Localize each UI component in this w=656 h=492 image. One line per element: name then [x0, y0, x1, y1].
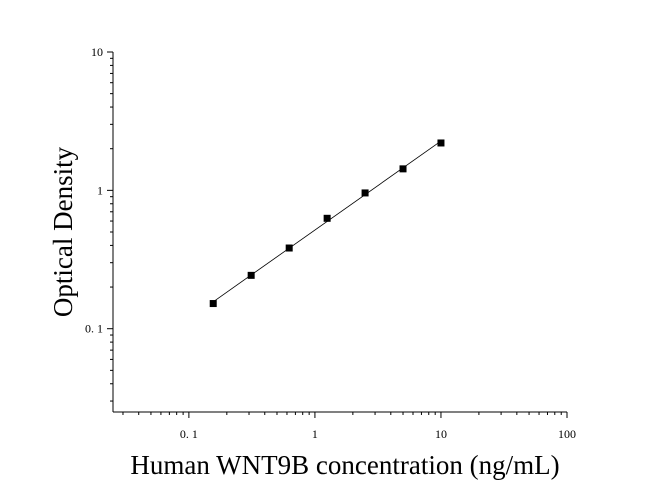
data-point [323, 214, 331, 222]
x-tick-label: 10 [435, 427, 447, 441]
x-axis-label: Human WNT9B concentration (ng/mL) [130, 450, 559, 480]
data-point [209, 300, 217, 308]
y-tick-label: 1 [97, 183, 103, 197]
y-tick-label: 10 [91, 45, 103, 59]
x-tick-label: 0. 1 [180, 427, 198, 441]
data-point [285, 244, 293, 252]
axes [112, 52, 567, 413]
x-tick-label: 1 [312, 427, 318, 441]
x-tick-label: 100 [558, 427, 576, 441]
data-point [399, 165, 407, 173]
data-point [361, 189, 369, 197]
data-points [209, 139, 445, 308]
tick-labels: 0. 1 1 10 100 0. 1 1 10 [85, 45, 576, 441]
ticks [107, 51, 568, 418]
data-point [437, 139, 445, 147]
data-point [247, 271, 255, 279]
y-axis-label: Optical Density [48, 146, 78, 317]
y-tick-label: 0. 1 [85, 322, 103, 336]
